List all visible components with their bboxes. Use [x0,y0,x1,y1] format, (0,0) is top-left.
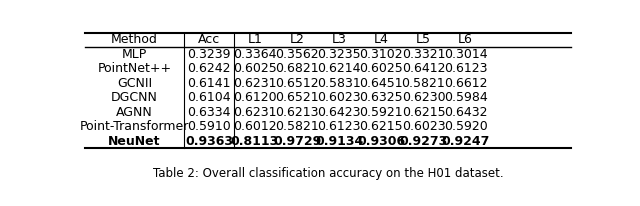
Text: 0.3562: 0.3562 [275,48,319,61]
Text: Point-Transformer: Point-Transformer [80,120,189,133]
Text: 0.5921: 0.5921 [360,106,403,119]
Text: 0.6412: 0.6412 [402,62,445,75]
Text: 0.6215: 0.6215 [402,106,445,119]
Text: L1: L1 [248,33,262,46]
Text: 0.6612: 0.6612 [444,77,488,90]
Text: Acc: Acc [198,33,220,46]
Text: 0.6023: 0.6023 [402,120,445,133]
Text: 0.3102: 0.3102 [360,48,403,61]
Text: L4: L4 [374,33,388,46]
Text: 0.9363: 0.9363 [185,135,233,148]
Text: 0.6325: 0.6325 [360,91,403,104]
Text: L2: L2 [289,33,305,46]
Text: 0.6123: 0.6123 [317,120,361,133]
Text: 0.6231: 0.6231 [233,77,276,90]
Text: 0.5831: 0.5831 [317,77,361,90]
Text: 0.9729: 0.9729 [273,135,321,148]
Text: 0.6141: 0.6141 [188,77,230,90]
Text: 0.6231: 0.6231 [233,106,276,119]
Text: 0.6242: 0.6242 [188,62,230,75]
Text: 0.3014: 0.3014 [444,48,488,61]
Text: 0.5821: 0.5821 [275,120,319,133]
Text: 0.6213: 0.6213 [275,106,319,119]
Text: 0.5821: 0.5821 [402,77,445,90]
Text: NeuNet: NeuNet [108,135,161,148]
Text: 0.3239: 0.3239 [188,48,230,61]
Text: 0.6521: 0.6521 [275,91,319,104]
Text: L3: L3 [332,33,347,46]
Text: 0.6512: 0.6512 [275,77,319,90]
Text: Table 2: Overall classification accuracy on the H01 dataset.: Table 2: Overall classification accuracy… [153,167,503,180]
Text: 0.6123: 0.6123 [444,62,488,75]
Text: 0.5984: 0.5984 [444,91,488,104]
Text: GCNII: GCNII [117,77,152,90]
Text: 0.5910: 0.5910 [187,120,231,133]
Text: 0.3235: 0.3235 [317,48,361,61]
Text: L6: L6 [458,33,473,46]
Text: AGNN: AGNN [116,106,153,119]
Text: 0.6334: 0.6334 [188,106,230,119]
Text: 0.6025: 0.6025 [360,62,403,75]
Text: 0.6821: 0.6821 [275,62,319,75]
Text: 0.5920: 0.5920 [444,120,488,133]
Text: 0.6214: 0.6214 [317,62,361,75]
Text: 0.6025: 0.6025 [233,62,276,75]
Text: 0.6230: 0.6230 [402,91,445,104]
Text: 0.9273: 0.9273 [399,135,447,148]
Text: 0.6104: 0.6104 [187,91,231,104]
Text: 0.6023: 0.6023 [317,91,361,104]
Text: 0.3364: 0.3364 [233,48,276,61]
Text: DGCNN: DGCNN [111,91,158,104]
Text: 0.8113: 0.8113 [230,135,279,148]
Text: MLP: MLP [122,48,147,61]
Text: 0.6012: 0.6012 [233,120,276,133]
Text: 0.9247: 0.9247 [442,135,490,148]
Text: Method: Method [111,33,158,46]
Text: 0.9306: 0.9306 [357,135,405,148]
Text: 0.6432: 0.6432 [444,106,488,119]
Text: 0.6215: 0.6215 [360,120,403,133]
Text: 0.9134: 0.9134 [315,135,364,148]
Text: 0.6120: 0.6120 [233,91,276,104]
Text: 0.6423: 0.6423 [317,106,361,119]
Text: L5: L5 [416,33,431,46]
Text: PointNet++: PointNet++ [97,62,172,75]
Text: 0.6451: 0.6451 [360,77,403,90]
Text: 0.3321: 0.3321 [402,48,445,61]
